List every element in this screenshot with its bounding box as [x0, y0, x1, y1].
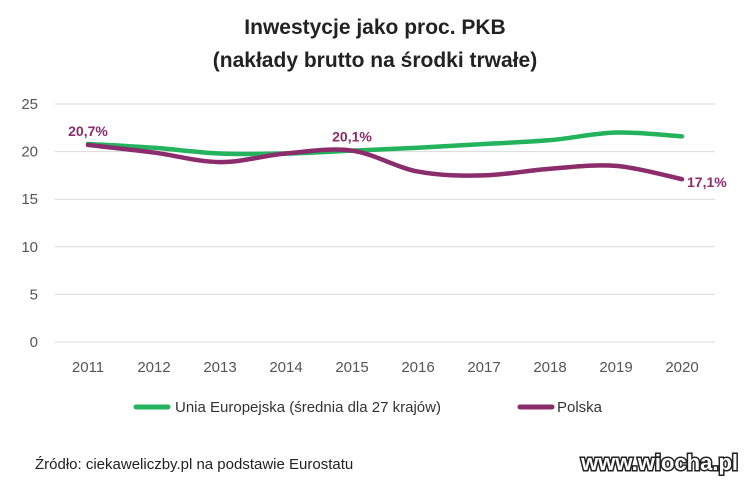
y-tick-label: 25 — [21, 96, 38, 113]
gridlines — [55, 103, 715, 343]
x-tick-label: 2011 — [72, 359, 104, 376]
y-tick-label: 5 — [30, 286, 38, 303]
watermark-text: www.wiocha.pl — [580, 450, 738, 475]
y-tick-label: 15 — [21, 191, 38, 208]
legend-label-eu: Unia Europejska (średnia dla 27 krajów) — [175, 399, 441, 416]
chart-title-line2: (nakłady brutto na środki trwałe) — [213, 49, 537, 72]
data-annotations: 20,7% 20,1% 17,1% — [68, 123, 727, 190]
y-tick-label: 20 — [21, 144, 38, 161]
series-line-0 — [85, 130, 685, 157]
x-tick-label: 2015 — [335, 359, 368, 376]
x-tick-label: 2017 — [467, 359, 500, 376]
x-tick-label: 2013 — [203, 359, 236, 376]
y-tick-label: 0 — [30, 334, 38, 351]
x-tick-label: 2019 — [599, 359, 632, 376]
legend: Unia Europejska (średnia dla 27 krajów) … — [133, 399, 603, 416]
y-tick-label: 10 — [21, 239, 38, 256]
y-axis-ticks: 0 5 10 15 20 25 — [21, 96, 38, 351]
data-label: 20,7% — [68, 123, 108, 139]
series-line-1 — [85, 142, 685, 182]
legend-label-poland: Polska — [557, 399, 603, 416]
x-tick-label: 2018 — [533, 359, 566, 376]
x-axis-ticks: 2011 2012 2013 2014 2015 2016 2017 2018 2019 2020 — [72, 359, 699, 376]
source-note: Źródło: ciekaweliczby.pl na podstawie Eu… — [35, 456, 353, 473]
x-tick-label: 2016 — [401, 359, 434, 376]
series-lines — [85, 130, 685, 182]
x-tick-label: 2020 — [665, 359, 698, 376]
data-label: 17,1% — [687, 174, 727, 190]
data-label: 20,1% — [332, 129, 372, 145]
x-tick-label: 2012 — [137, 359, 170, 376]
chart-title-line1: Inwestycje jako proc. PKB — [244, 16, 505, 39]
x-tick-label: 2014 — [269, 359, 302, 376]
